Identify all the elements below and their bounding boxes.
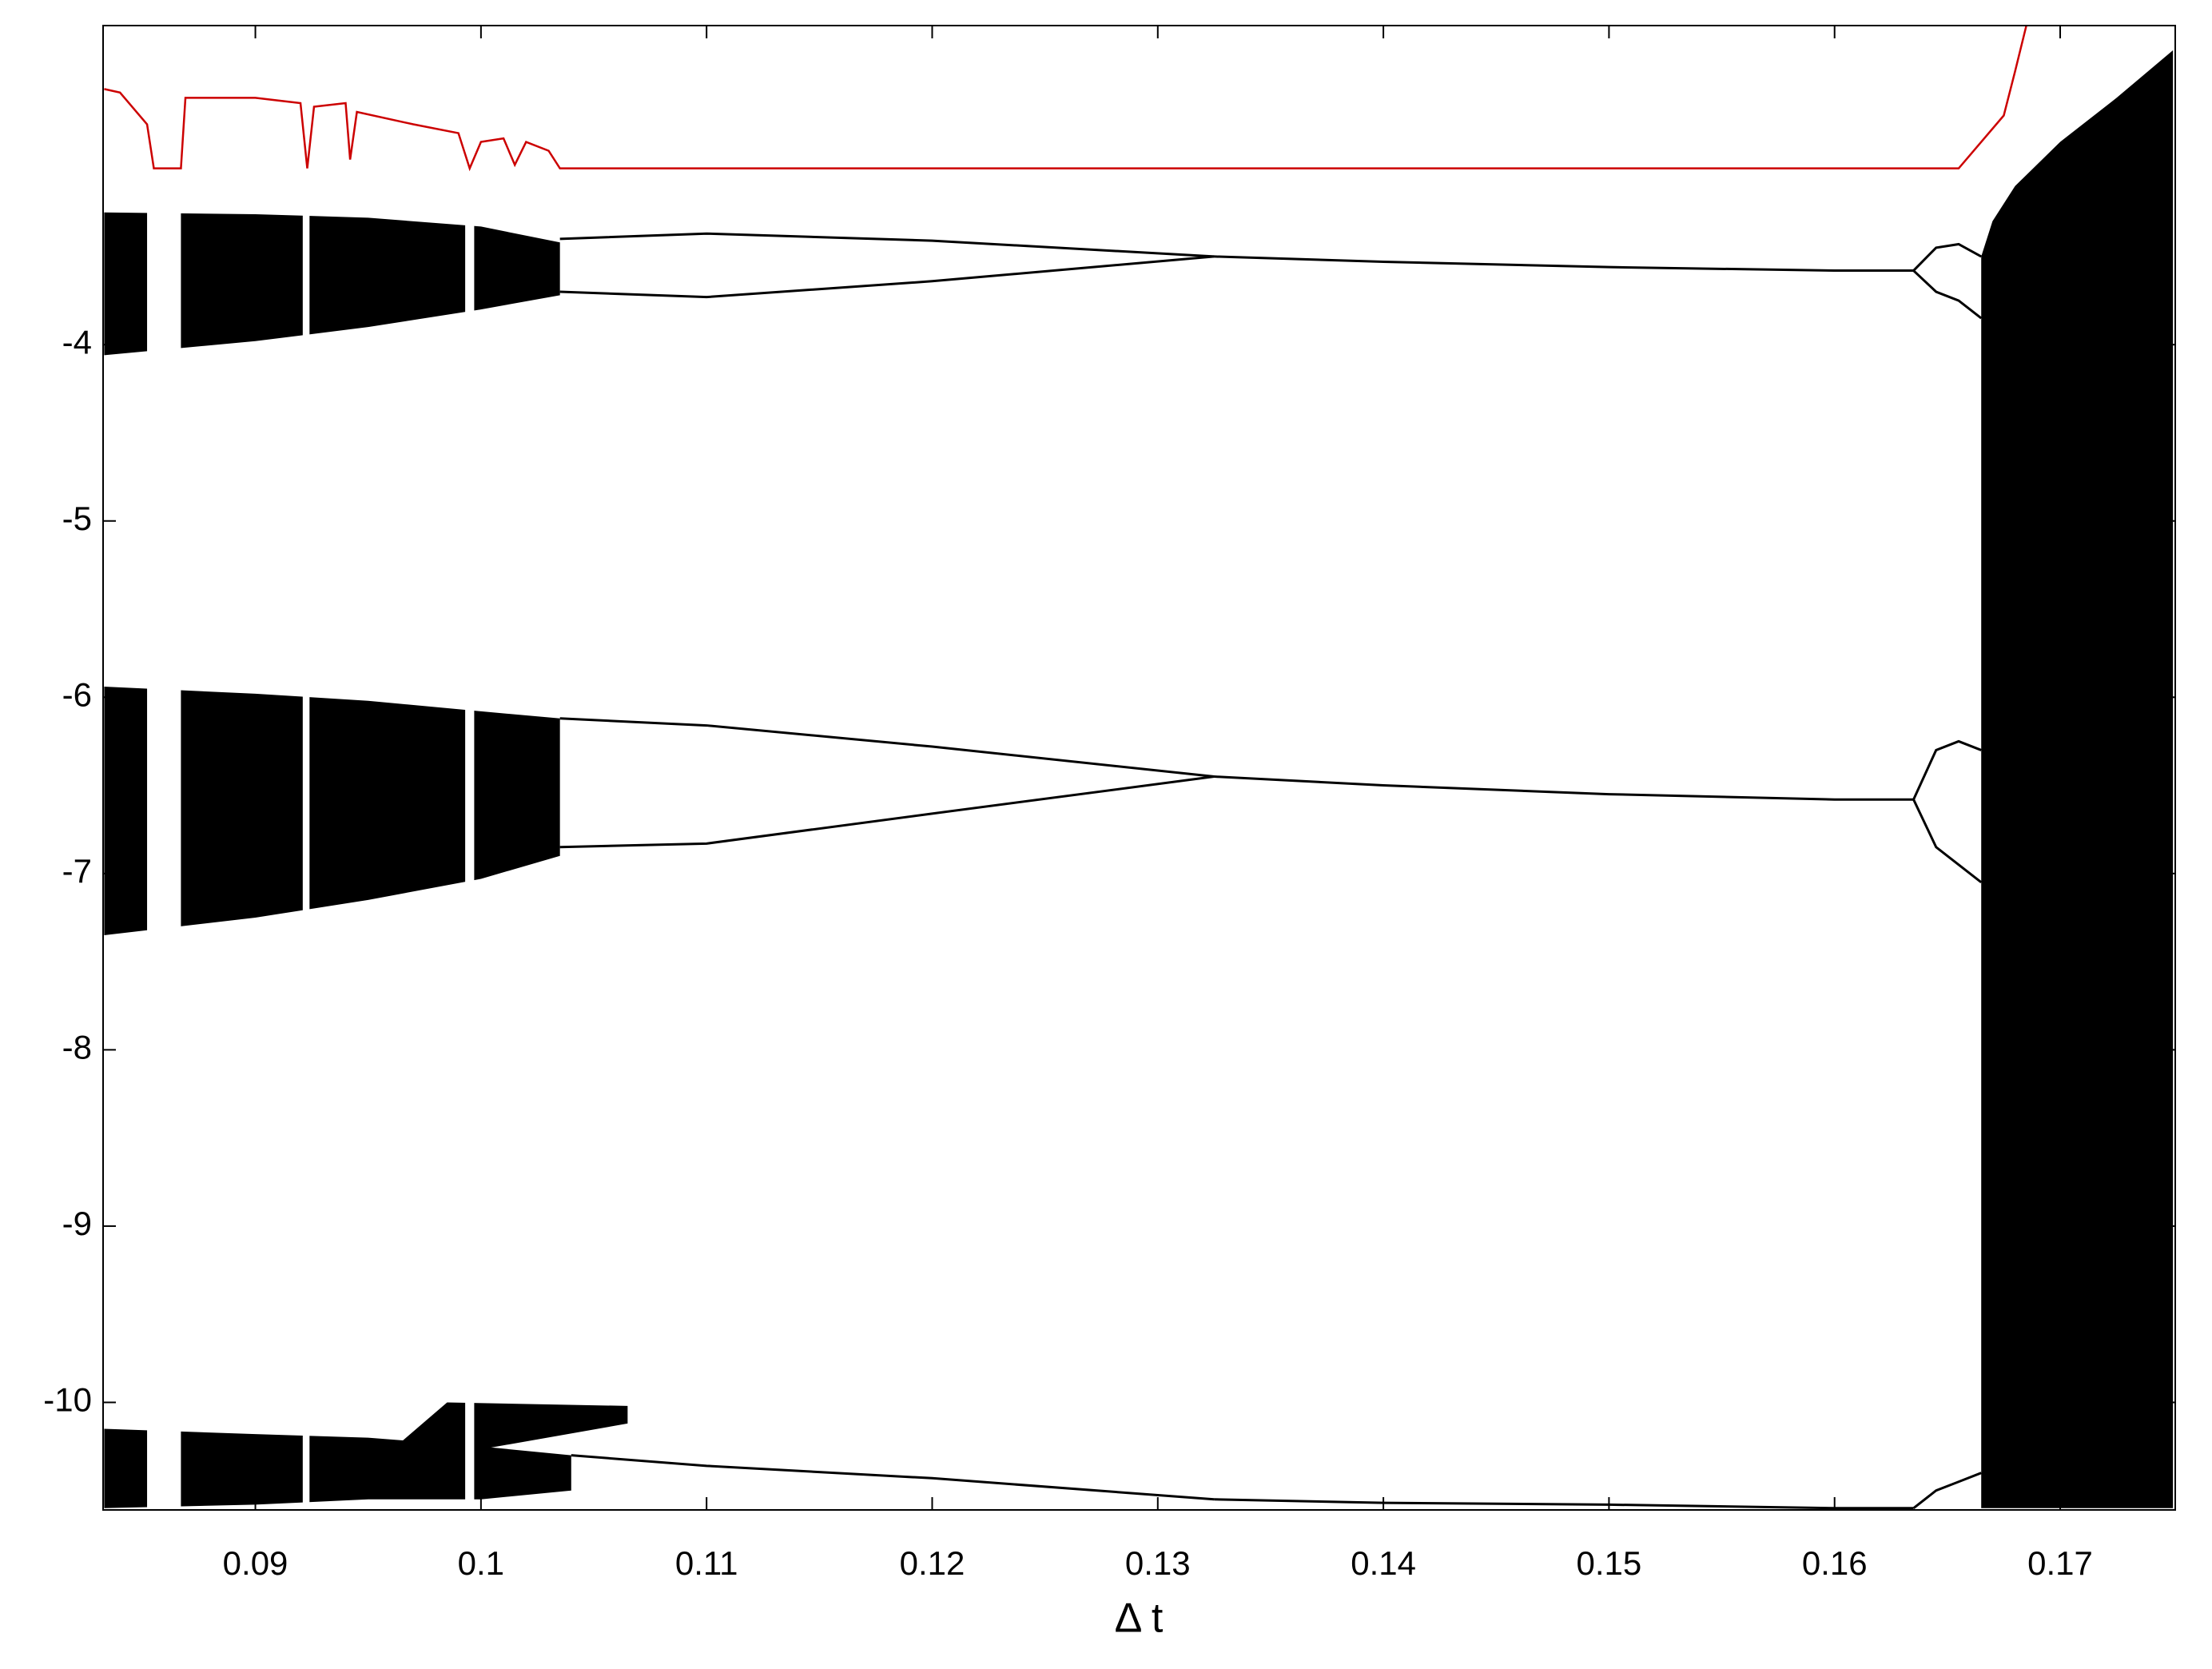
branch [559,232,1215,258]
branch [1912,269,1983,320]
x-tick-label: 0.15 [1577,1544,1642,1582]
y-tick-label: -10 [43,1381,92,1419]
branch [1214,255,1914,273]
x-tick-label: 0.17 [2027,1544,2093,1582]
branch [559,255,1215,299]
axes-box [102,25,2176,1511]
x-tick-label: 0.14 [1351,1544,1416,1582]
periodic-window [465,203,475,1510]
chaotic-band [1981,50,2174,1508]
y-tick-label: -9 [62,1205,92,1242]
branch [559,775,1215,849]
y-tick-label: -8 [62,1028,92,1066]
y-tick-label: -7 [62,852,92,890]
periodic-window [147,203,181,1510]
x-tick-label: 0.11 [675,1544,738,1582]
branch [1912,739,1982,800]
x-tick-label: 0.1 [458,1544,504,1582]
x-tick-label: 0.09 [223,1544,288,1582]
y-tick-label: -6 [62,675,92,713]
branch [1912,242,1982,272]
branch [1912,1472,1982,1509]
branch [1214,775,1914,801]
x-tick-label: 0.16 [1802,1544,1868,1582]
y-tick-label: -4 [62,323,92,360]
branch [1214,1498,1914,1510]
x-axis-label: Δ t [1115,1595,1164,1642]
x-tick-label: 0.12 [900,1544,965,1582]
chaotic-band [104,212,560,356]
chaotic-band [402,1402,628,1456]
x-tick-label: 0.13 [1125,1544,1191,1582]
periodic-window [302,203,310,1510]
lyapunov-line [104,26,2027,172]
branch [559,717,1215,779]
branch [1912,799,1983,884]
branch [571,1454,1215,1501]
chaotic-band [104,687,560,936]
y-tick-label: -5 [62,500,92,537]
